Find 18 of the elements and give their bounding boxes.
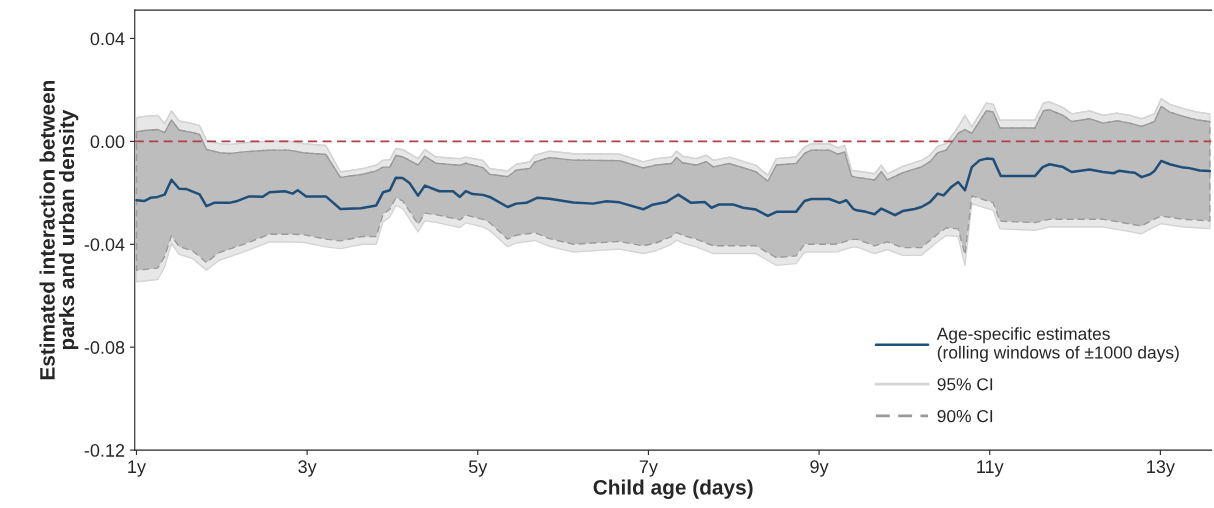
y-tick-label: 0.00 [90,135,125,149]
legend-label: 95% CI [937,378,993,391]
y-axis-title: Estimated interaction between parks and urban density [39,80,79,380]
y-tick-label: -0.08 [84,341,125,354]
x-tick-label: 7y [639,460,658,477]
x-axis-title: Child age (days) [593,479,753,499]
legend-label: Age-specific estimates (rolling windows of ±1000 days) [936,327,1179,363]
y-tick-label: -0.04 [84,238,125,251]
y-tick-label: -0.12 [84,444,125,457]
x-tick-label: 5y [468,460,488,477]
x-tick-label: 3y [298,460,317,477]
line-series [135,157,1212,218]
x-tick-label: 11y [977,460,1004,477]
y-tick-label: 0.04 [90,32,125,46]
x-tick-label: 1y [128,460,146,477]
x-tick-label: 13y [1147,460,1175,477]
legend-label: 90% CI [937,409,993,423]
x-tick-label: 9y [810,460,829,477]
